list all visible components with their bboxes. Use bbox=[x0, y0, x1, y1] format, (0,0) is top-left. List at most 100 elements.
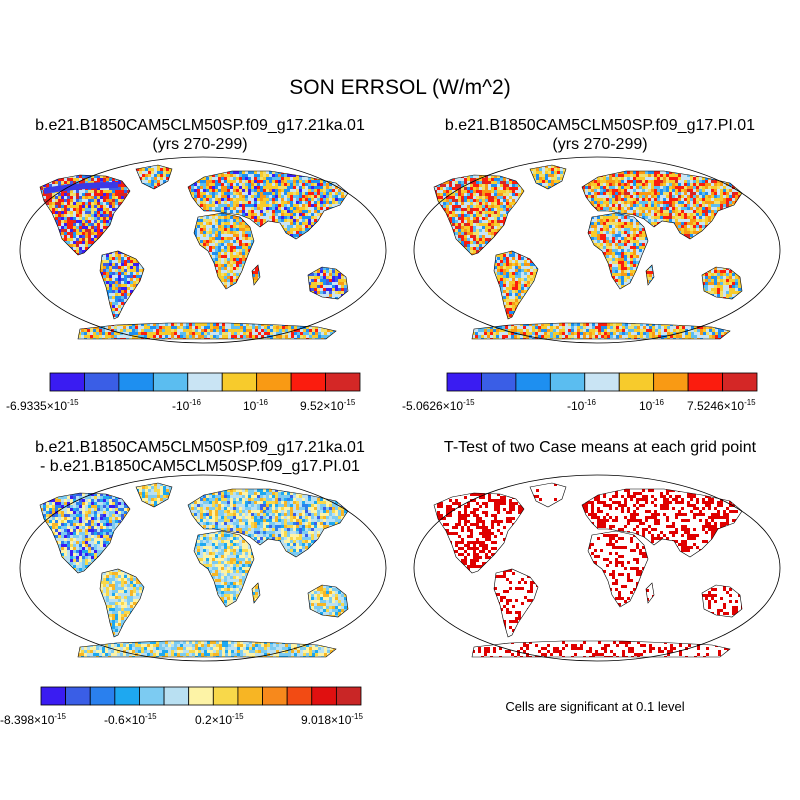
colorbar-swatch bbox=[65, 686, 91, 706]
map-frame bbox=[413, 474, 781, 662]
eurasia-coastline bbox=[187, 170, 349, 240]
madagascar-coastline bbox=[251, 264, 261, 286]
diff-title: b.e21.B1850CAM5CLM50SP.f09_g17.21ka.01 -… bbox=[10, 438, 390, 476]
case1-title: b.e21.B1850CAM5CLM50SP.f09_g17.21ka.01 (… bbox=[10, 116, 390, 154]
case2-colorbar bbox=[446, 372, 758, 392]
case2-cb-label-max: 7.5246×10-15 bbox=[687, 398, 756, 413]
case2-title: b.e21.B1850CAM5CLM50SP.f09_g17.PI.01 (yr… bbox=[410, 116, 790, 154]
africa-coastline bbox=[587, 530, 649, 608]
south-america-coastline bbox=[99, 250, 145, 320]
figure-title: SON ERRSOL (W/m^2) bbox=[289, 76, 511, 99]
case1-colorbar bbox=[49, 372, 361, 392]
diff-cb-label-max: 9.018×10-15 bbox=[301, 712, 363, 727]
north-america-coastline bbox=[39, 174, 131, 256]
case2-cb-label-neg: -10-16 bbox=[567, 398, 596, 413]
map-frame bbox=[413, 156, 781, 344]
antarctica-field bbox=[472, 641, 730, 657]
case1-cb-label-pos: 10-16 bbox=[243, 398, 268, 413]
case2-title-line2: (yrs 270-299) bbox=[552, 136, 648, 153]
case1-cb-label-min: -6.9335×10-15 bbox=[6, 398, 79, 413]
africa-coastline bbox=[587, 212, 649, 290]
case1-title-line2: (yrs 270-299) bbox=[152, 136, 248, 153]
colorbar-swatch bbox=[481, 372, 517, 392]
diff-cb-label-min: -8.398×10-15 bbox=[0, 712, 66, 727]
greenland-coastline bbox=[529, 482, 567, 508]
colorbar-swatch bbox=[212, 686, 239, 706]
case2-title-line1: b.e21.B1850CAM5CLM50SP.f09_g17.PI.01 bbox=[444, 117, 756, 134]
colorbar-swatch bbox=[163, 686, 190, 706]
antarctica-coastline bbox=[471, 640, 731, 658]
case1-title-line1: b.e21.B1850CAM5CLM50SP.f09_g17.21ka.01 bbox=[35, 117, 365, 134]
case1-cb-label-neg: -10-16 bbox=[172, 398, 201, 413]
diff-cb-label-pos: 0.2×10-15 bbox=[195, 712, 244, 727]
colorbar-swatch bbox=[237, 686, 263, 706]
colorbar-swatch bbox=[139, 686, 165, 706]
eurasia-coastline bbox=[581, 488, 743, 558]
greenland-coastline bbox=[529, 164, 567, 190]
south-america-coastline bbox=[99, 568, 145, 638]
case2-cb-label-min: -5.0626×10-15 bbox=[402, 398, 475, 413]
case2-cb-label-pos: 10-16 bbox=[639, 398, 664, 413]
colorbar-swatch bbox=[188, 686, 214, 706]
antarctica-coastline bbox=[471, 322, 731, 340]
ttest-title-line1: T-Test of two Case means at each grid po… bbox=[443, 439, 757, 456]
map-frame bbox=[19, 156, 387, 344]
colorbar-swatch bbox=[290, 372, 326, 392]
africa-coastline bbox=[193, 530, 255, 608]
antarctica-coastline bbox=[77, 640, 337, 658]
diff-cb-label-neg: -0.6×10-15 bbox=[104, 712, 157, 727]
north-america-coastline bbox=[39, 492, 131, 574]
colorbar-swatch bbox=[687, 372, 723, 392]
antarctica-coastline bbox=[77, 322, 337, 340]
colorbar-swatch bbox=[114, 686, 140, 706]
colorbar-swatch bbox=[722, 372, 758, 392]
north-america-coastline bbox=[433, 492, 525, 574]
australia-coastline bbox=[701, 266, 743, 300]
case2-map bbox=[413, 156, 781, 344]
ttest-title: T-Test of two Case means at each grid po… bbox=[410, 438, 790, 457]
colorbar-swatch bbox=[187, 372, 223, 392]
colorbar-swatch bbox=[618, 372, 655, 392]
colorbar-swatch bbox=[262, 686, 288, 706]
madagascar-coastline bbox=[251, 582, 261, 604]
ttest-map bbox=[413, 474, 781, 662]
australia-coastline bbox=[701, 584, 743, 618]
australia-coastline bbox=[307, 584, 349, 618]
colorbar-swatch bbox=[335, 686, 362, 706]
ttest-significance-note: Cells are significant at 0.1 level bbox=[505, 699, 685, 714]
diff-map bbox=[19, 474, 387, 662]
australia-coastline bbox=[307, 266, 349, 300]
colorbar-swatch bbox=[286, 686, 313, 706]
eurasia-coastline bbox=[581, 170, 743, 240]
colorbar-swatch bbox=[49, 372, 85, 392]
colorbar-swatch bbox=[152, 372, 189, 392]
eurasia-coastline bbox=[187, 488, 349, 558]
greenland-coastline bbox=[135, 482, 173, 508]
colorbar-swatch bbox=[584, 372, 620, 392]
colorbar-swatch bbox=[515, 372, 551, 392]
diff-title-line1: b.e21.B1850CAM5CLM50SP.f09_g17.21ka.01 bbox=[35, 439, 365, 456]
north-america-coastline bbox=[433, 174, 525, 256]
diff-title-line2: - b.e21.B1850CAM5CLM50SP.f09_g17.PI.01 bbox=[40, 458, 360, 475]
south-america-coastline bbox=[493, 250, 539, 320]
colorbar-swatch bbox=[118, 372, 154, 392]
map-frame bbox=[19, 474, 387, 662]
colorbar-swatch bbox=[40, 686, 67, 706]
case1-map bbox=[19, 156, 387, 344]
colorbar-swatch bbox=[84, 372, 120, 392]
colorbar-swatch bbox=[653, 372, 689, 392]
greenland-coastline bbox=[135, 164, 173, 190]
colorbar-swatch bbox=[549, 372, 586, 392]
case1-cb-label-max: 9.52×10-15 bbox=[300, 398, 356, 413]
south-america-coastline bbox=[493, 568, 539, 638]
colorbar-swatch bbox=[256, 372, 292, 392]
madagascar-coastline bbox=[645, 264, 655, 286]
diff-colorbar bbox=[40, 686, 362, 706]
colorbar-swatch bbox=[311, 686, 337, 706]
colorbar-swatch bbox=[221, 372, 258, 392]
antarctica-field bbox=[78, 323, 336, 339]
madagascar-coastline bbox=[645, 582, 655, 604]
colorbar-swatch bbox=[446, 372, 482, 392]
africa-coastline bbox=[193, 212, 255, 290]
colorbar-swatch bbox=[325, 372, 361, 392]
